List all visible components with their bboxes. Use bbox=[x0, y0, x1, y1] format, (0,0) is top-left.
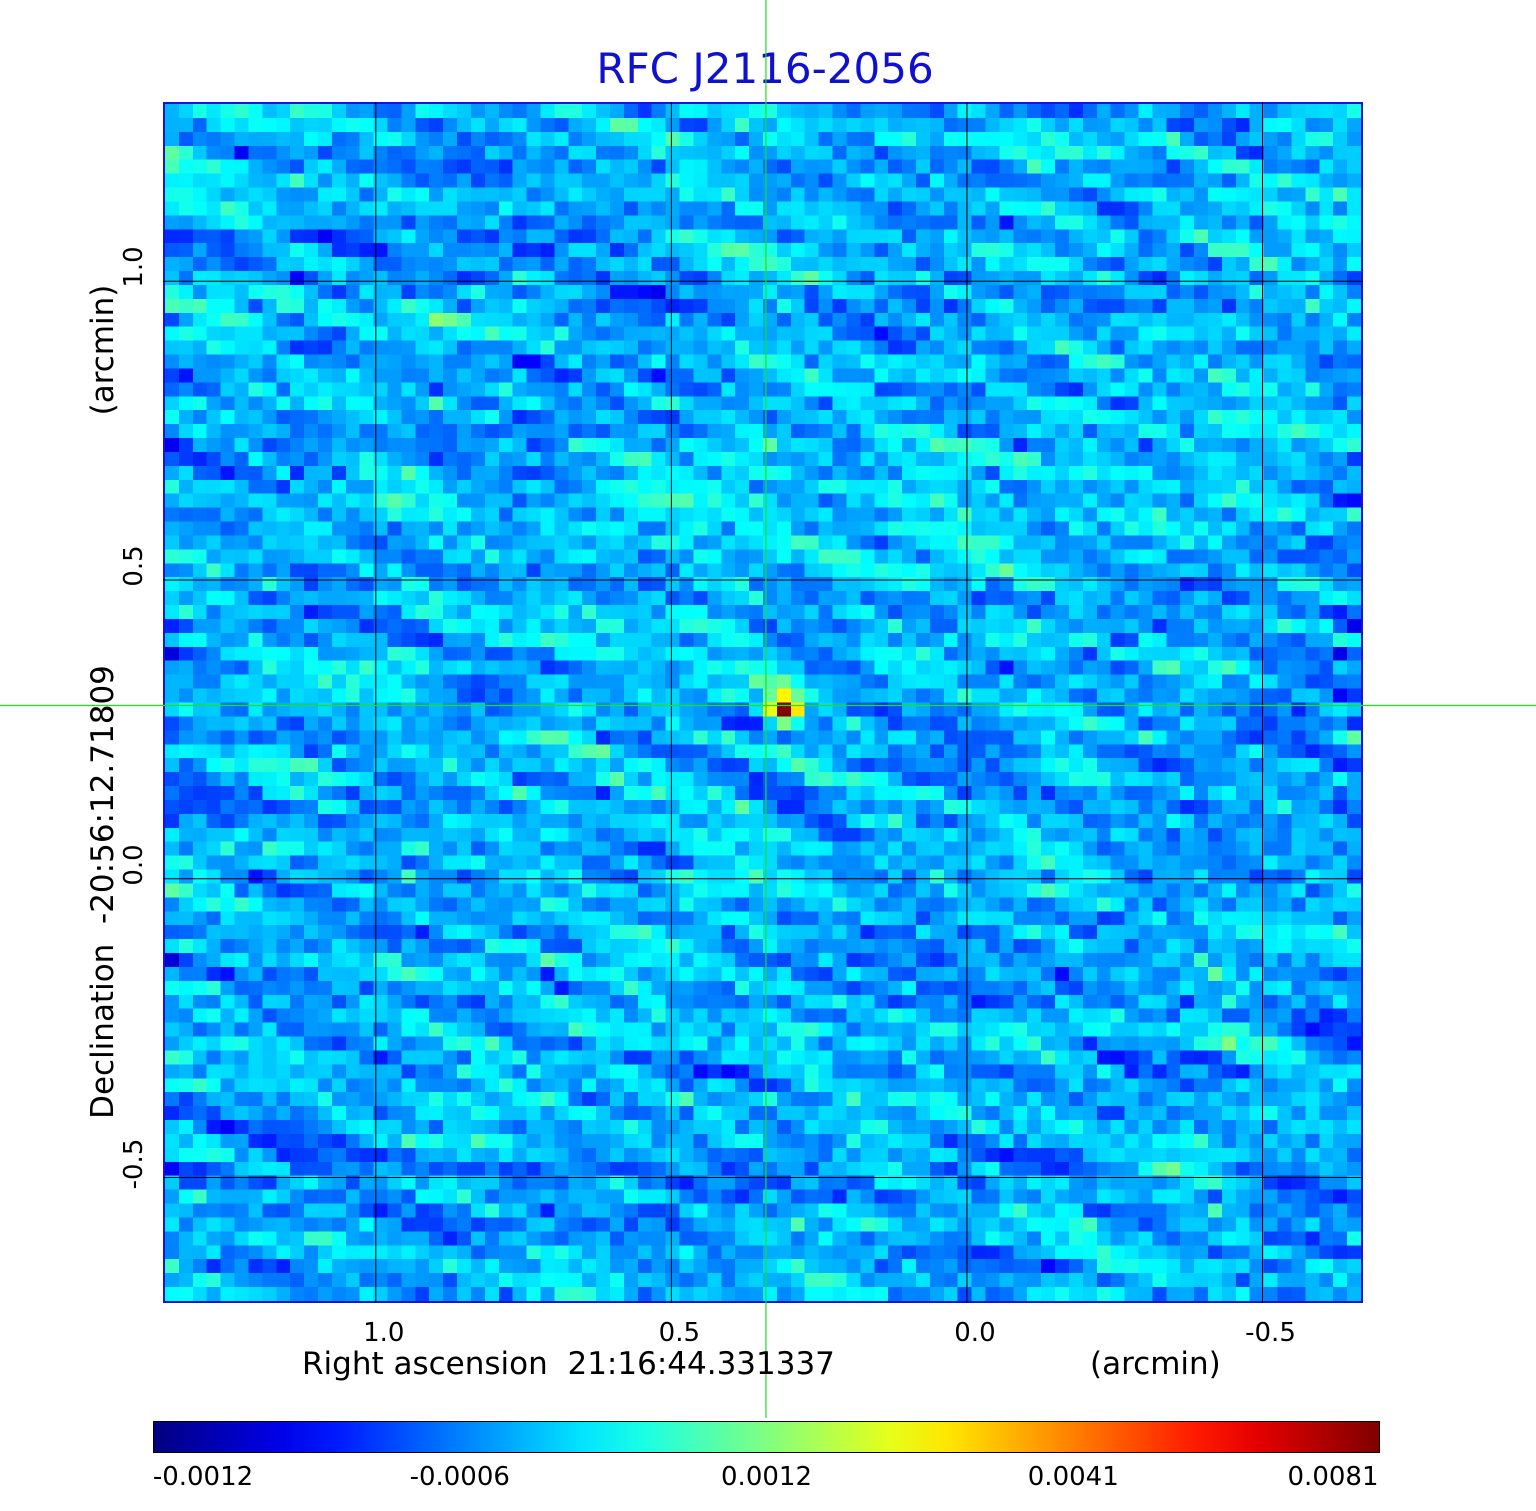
x-axis-unit: (arcmin) bbox=[1090, 1346, 1221, 1382]
colorbar-tick-label: 0.0081 bbox=[1287, 1462, 1379, 1492]
y-tick-label: 0.5 bbox=[119, 545, 149, 587]
image-plot-area[interactable] bbox=[163, 102, 1363, 1303]
x-tick-label: 0.0 bbox=[954, 1318, 996, 1348]
x-tick-label: -0.5 bbox=[1245, 1318, 1296, 1348]
intensity-map bbox=[165, 104, 1361, 1301]
x-axis-label: Right ascension 21:16:44.331337 bbox=[302, 1346, 835, 1382]
colorbar-tick-label: -0.0012 bbox=[152, 1462, 254, 1492]
colorbar bbox=[153, 1421, 1380, 1453]
y-tick-label: 1.0 bbox=[119, 246, 149, 288]
x-tick-label: 1.0 bbox=[363, 1318, 405, 1348]
colorbar-tick-label: 0.0012 bbox=[721, 1462, 812, 1492]
colorbar-tick-label: 0.0041 bbox=[1027, 1462, 1119, 1492]
chart-title: RFC J2116-2056 bbox=[596, 44, 934, 93]
colorbar-tick-label: -0.0006 bbox=[409, 1462, 510, 1492]
y-tick-label: 0.0 bbox=[119, 844, 149, 886]
y-tick-label: -0.5 bbox=[119, 1138, 149, 1189]
y-axis-unit: (arcmin) bbox=[85, 284, 121, 416]
y-axis-label: Declination -20:56:12.71809 bbox=[85, 665, 121, 1119]
x-tick-label: 0.5 bbox=[658, 1318, 701, 1348]
